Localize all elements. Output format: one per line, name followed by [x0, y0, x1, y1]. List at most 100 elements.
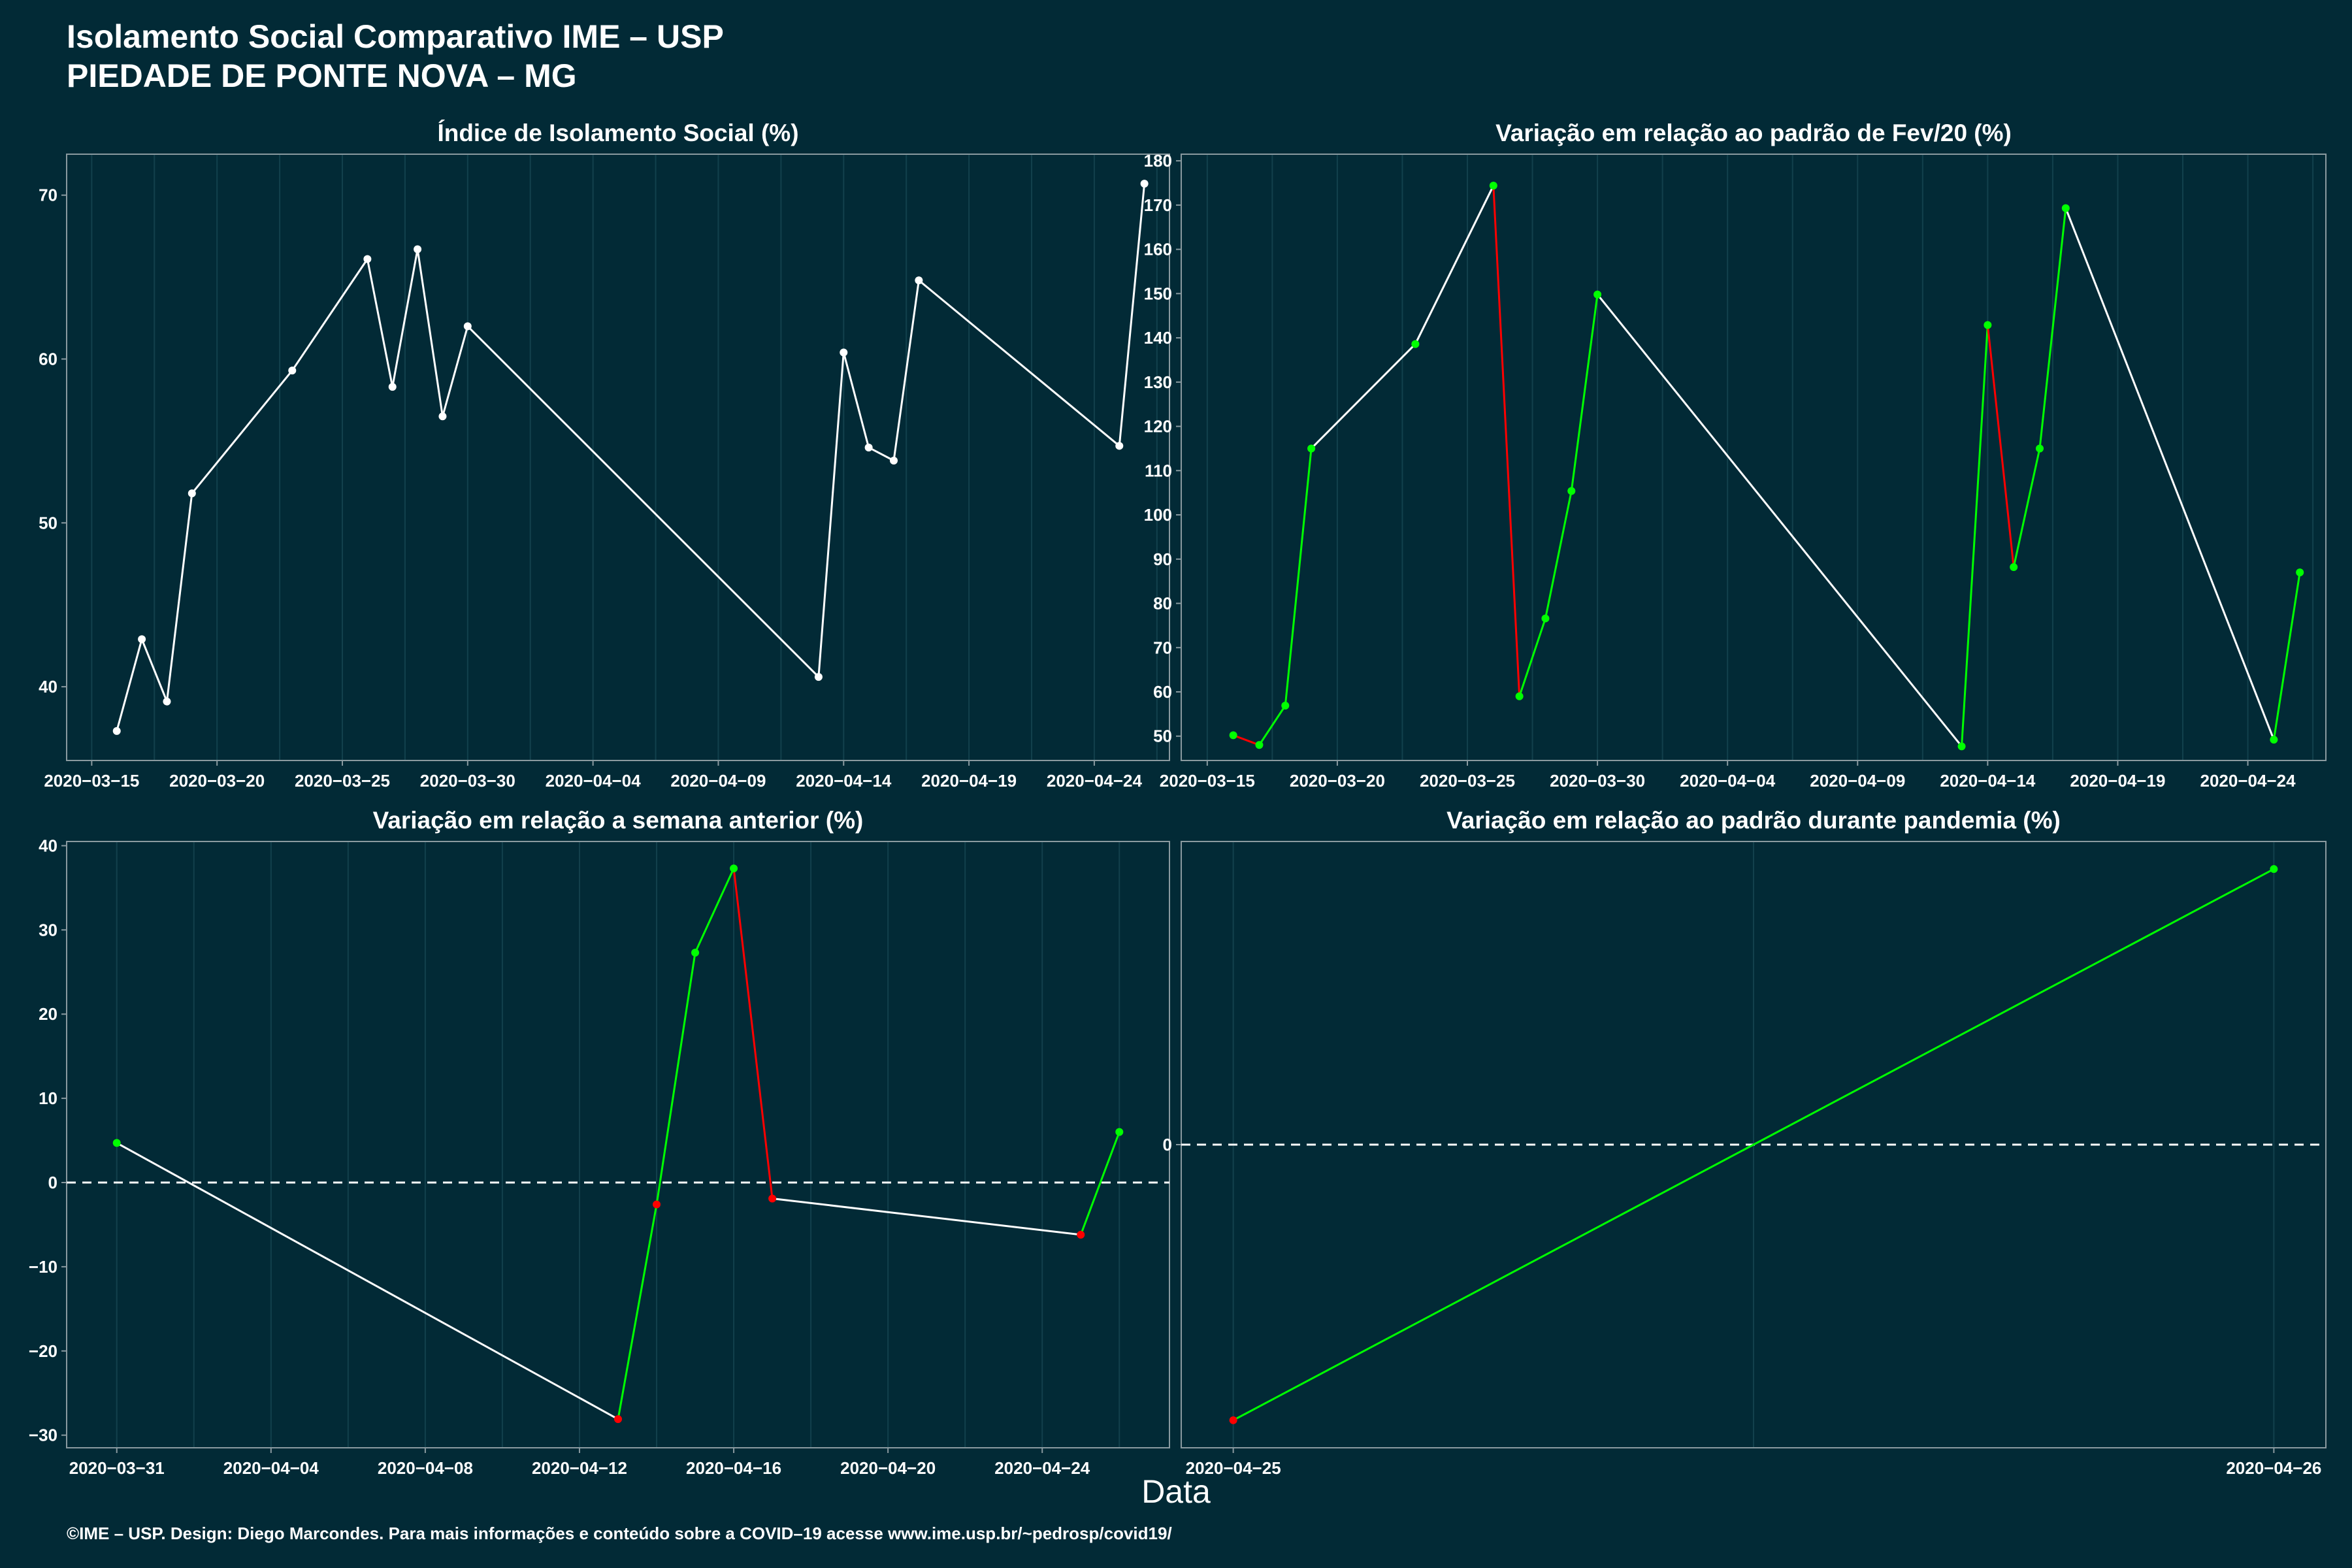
data-point — [1307, 444, 1316, 453]
x-tick-label: 2020−04−25 — [1186, 1458, 1281, 1478]
footer-note: ©IME – USP. Design: Diego Marcondes. Par… — [67, 1524, 1172, 1543]
series-segment — [1986, 325, 2015, 568]
data-point — [1140, 180, 1149, 188]
series-segment — [868, 446, 894, 462]
x-tick-label: 2020−04−19 — [2070, 771, 2165, 791]
x-tick-label: 2020−03−30 — [420, 771, 515, 791]
series-segment — [1233, 734, 1260, 746]
y-tick-label: 180 — [1144, 151, 1172, 171]
series-segment — [1544, 491, 1573, 619]
y-tick-label: 110 — [1145, 461, 1172, 480]
series-segment — [391, 249, 419, 387]
data-point — [691, 949, 700, 957]
data-point — [768, 1194, 777, 1203]
y-tick-label: 20 — [39, 1004, 57, 1024]
x-tick-label: 2020−04−09 — [670, 771, 766, 791]
series-segment — [2038, 208, 2067, 449]
y-tick-label: −10 — [29, 1257, 57, 1277]
data-point — [188, 489, 196, 498]
series-segment — [2012, 448, 2041, 568]
data-point — [814, 673, 823, 681]
data-point — [288, 367, 297, 375]
x-tick-label: 2020−03−30 — [1550, 771, 1645, 791]
main-title: Isolamento Social Comparativo IME – USP … — [67, 17, 724, 95]
series-segment — [842, 352, 870, 448]
y-tick-label: 10 — [39, 1088, 57, 1108]
x-tick-label: 2020−04−24 — [1047, 771, 1143, 791]
x-tick-label: 2020−04−19 — [921, 771, 1017, 791]
series-segment — [694, 868, 735, 953]
series-segment — [892, 280, 920, 461]
data-point — [864, 443, 873, 451]
y-tick-label: 160 — [1144, 240, 1172, 259]
data-point — [1984, 321, 1992, 329]
series-segment — [2065, 208, 2275, 740]
data-point — [840, 348, 848, 357]
x-tick-label: 2020−04−14 — [796, 771, 892, 791]
series-segment — [1232, 868, 2275, 1422]
data-point — [1411, 340, 1420, 348]
series-segment — [1258, 705, 1286, 746]
y-tick-label: 150 — [1144, 284, 1172, 303]
x-tick-label: 2020−04−24 — [994, 1458, 1090, 1478]
title-line-2: PIEDADE DE PONTE NOVA – MG — [67, 57, 577, 94]
y-tick-label: 50 — [39, 513, 57, 532]
x-tick-label: 2020−03−31 — [69, 1458, 165, 1478]
data-point — [163, 697, 171, 706]
series-segment — [165, 493, 193, 702]
x-tick-label: 2020−04−24 — [2200, 771, 2296, 791]
chart-panel-4: Variação em relação ao padrão durante pa… — [1163, 807, 2327, 1478]
y-tick-label: 140 — [1144, 328, 1172, 348]
series-segment — [366, 259, 394, 387]
series-segment — [1518, 618, 1546, 697]
series-segment — [1596, 293, 1963, 747]
panel-border — [66, 154, 1170, 761]
data-point — [1593, 290, 1602, 299]
x-tick-label: 2020−04−26 — [2226, 1458, 2321, 1478]
data-point — [112, 727, 121, 735]
title-line-1: Isolamento Social Comparativo IME – USP — [67, 18, 724, 55]
y-tick-label: 40 — [39, 677, 57, 696]
x-tick-label: 2020−04−20 — [840, 1458, 936, 1478]
x-tick-label: 2020−04−09 — [1810, 771, 1905, 791]
y-tick-label: 40 — [39, 836, 57, 855]
series-segment — [655, 952, 696, 1205]
series-segment — [1118, 184, 1146, 446]
x-tick-label: 2020−03−20 — [169, 771, 265, 791]
data-point — [1115, 442, 1124, 450]
data-point — [2296, 568, 2304, 577]
data-point — [138, 635, 146, 644]
data-point — [1077, 1230, 1085, 1239]
data-point — [1489, 182, 1497, 190]
y-tick-label: 80 — [1153, 594, 1172, 613]
y-tick-label: 50 — [1153, 727, 1172, 746]
series-segment — [1961, 325, 1989, 747]
data-point — [1957, 742, 1966, 751]
y-tick-label: −30 — [29, 1426, 57, 1445]
series-segment — [1284, 448, 1313, 706]
series-segment — [918, 279, 1120, 447]
chart-panel-3: Variação em relação a semana anterior (%… — [29, 807, 1170, 1478]
x-tick-label: 2020−04−14 — [1940, 771, 2036, 791]
x-tick-label: 2020−04−08 — [378, 1458, 473, 1478]
series-segment — [1570, 294, 1599, 491]
data-point — [890, 457, 898, 465]
y-tick-label: 60 — [39, 350, 57, 369]
series-segment — [116, 1142, 619, 1420]
y-tick-label: 100 — [1144, 505, 1172, 525]
x-tick-label: 2020−03−15 — [44, 771, 139, 791]
chart-title: Variação em relação ao padrão durante pa… — [1446, 807, 2061, 834]
x-tick-label: 2020−04−04 — [546, 771, 642, 791]
y-tick-label: 70 — [39, 186, 57, 205]
series-segment — [140, 638, 168, 702]
data-point — [112, 1139, 121, 1147]
y-tick-label: 70 — [1153, 638, 1172, 657]
x-tick-label: 2020−04−04 — [223, 1458, 319, 1478]
y-tick-label: 130 — [1144, 372, 1172, 392]
x-tick-label: 2020−03−20 — [1290, 771, 1385, 791]
panel-border — [66, 841, 1170, 1448]
data-point — [463, 322, 472, 331]
y-tick-label: −20 — [29, 1341, 57, 1361]
y-tick-label: 60 — [1153, 682, 1172, 702]
